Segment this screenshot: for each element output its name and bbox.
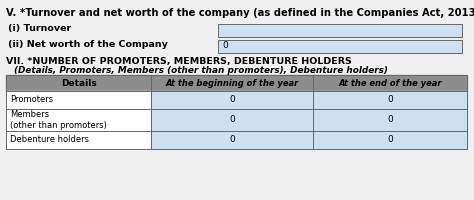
Bar <box>6 109 151 131</box>
Text: Members
(other than promoters): Members (other than promoters) <box>10 110 107 130</box>
Text: 0: 0 <box>222 41 228 50</box>
Bar <box>151 131 467 149</box>
Text: (i) Turnover: (i) Turnover <box>8 24 71 33</box>
Text: Promoters: Promoters <box>10 96 53 104</box>
FancyBboxPatch shape <box>218 24 462 37</box>
Text: At the end of the year: At the end of the year <box>338 78 442 88</box>
Text: 0: 0 <box>229 96 235 104</box>
Text: At the beginning of the year: At the beginning of the year <box>165 78 299 88</box>
Bar <box>6 75 467 149</box>
Bar <box>151 109 467 131</box>
Bar <box>6 75 467 91</box>
Bar <box>6 131 151 149</box>
Text: Debenture holders: Debenture holders <box>10 136 89 144</box>
Text: 0: 0 <box>387 116 393 124</box>
Text: (Details, Promoters, Members (other than promoters), Debenture holders): (Details, Promoters, Members (other than… <box>14 66 388 75</box>
Text: 0: 0 <box>387 96 393 104</box>
Bar <box>151 91 467 109</box>
Bar <box>6 91 151 109</box>
FancyBboxPatch shape <box>218 40 462 53</box>
Text: 0: 0 <box>229 136 235 144</box>
Text: (ii) Net worth of the Company: (ii) Net worth of the Company <box>8 40 168 49</box>
Text: Details: Details <box>61 78 96 88</box>
Text: VII. *NUMBER OF PROMOTERS, MEMBERS, DEBENTURE HOLDERS: VII. *NUMBER OF PROMOTERS, MEMBERS, DEBE… <box>6 57 352 66</box>
Text: 0: 0 <box>229 116 235 124</box>
Text: 0: 0 <box>387 136 393 144</box>
Text: V. *Turnover and net worth of the company (as defined in the Companies Act, 2013: V. *Turnover and net worth of the compan… <box>6 8 474 18</box>
